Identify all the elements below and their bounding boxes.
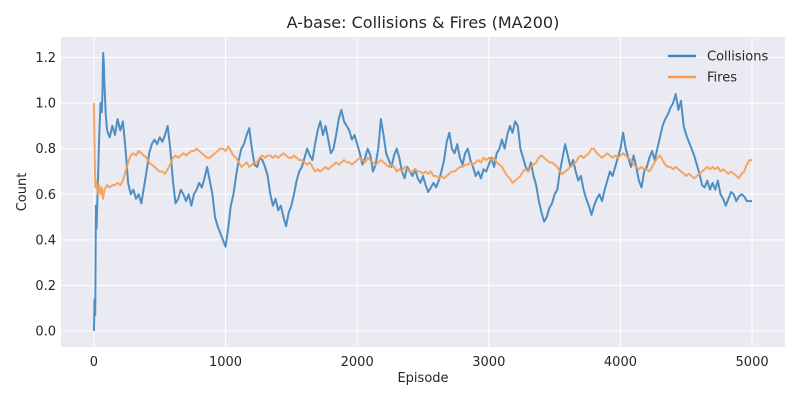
x-axis-ticks: 0 1000 2000 3000 4000 5000 [90,355,769,370]
x-tick-label: 5000 [736,355,769,370]
y-axis-ticks: 0.0 0.2 0.4 0.6 0.8 1.0 1.2 [35,51,56,340]
y-tick-label: 1.2 [35,51,56,66]
x-tick-label: 0 [90,355,98,370]
legend-label-collisions: Collisions [707,50,768,65]
y-tick-label: 0.4 [35,233,56,248]
grid-lines [61,37,785,347]
y-tick-label: 1.0 [35,97,56,112]
y-tick-label: 0.2 [35,279,56,294]
x-axis-label: Episode [397,371,448,386]
chart-title: A-base: Collisions & Fires (MA200) [287,13,560,32]
y-tick-label: 0.6 [35,188,56,203]
legend: Collisions Fires [668,50,768,86]
x-tick-label: 4000 [604,355,637,370]
y-tick-label: 0.0 [35,325,56,340]
y-tick-label: 0.8 [35,142,56,157]
y-axis-label: Count [15,173,30,212]
series-line-collisions [92,51,753,332]
series-line-fires [92,103,753,200]
x-tick-label: 2000 [341,355,374,370]
x-tick-label: 3000 [472,355,505,370]
series-layer [92,51,753,332]
legend-label-fires: Fires [707,71,737,86]
plot-area [61,37,785,347]
x-tick-label: 1000 [209,355,242,370]
